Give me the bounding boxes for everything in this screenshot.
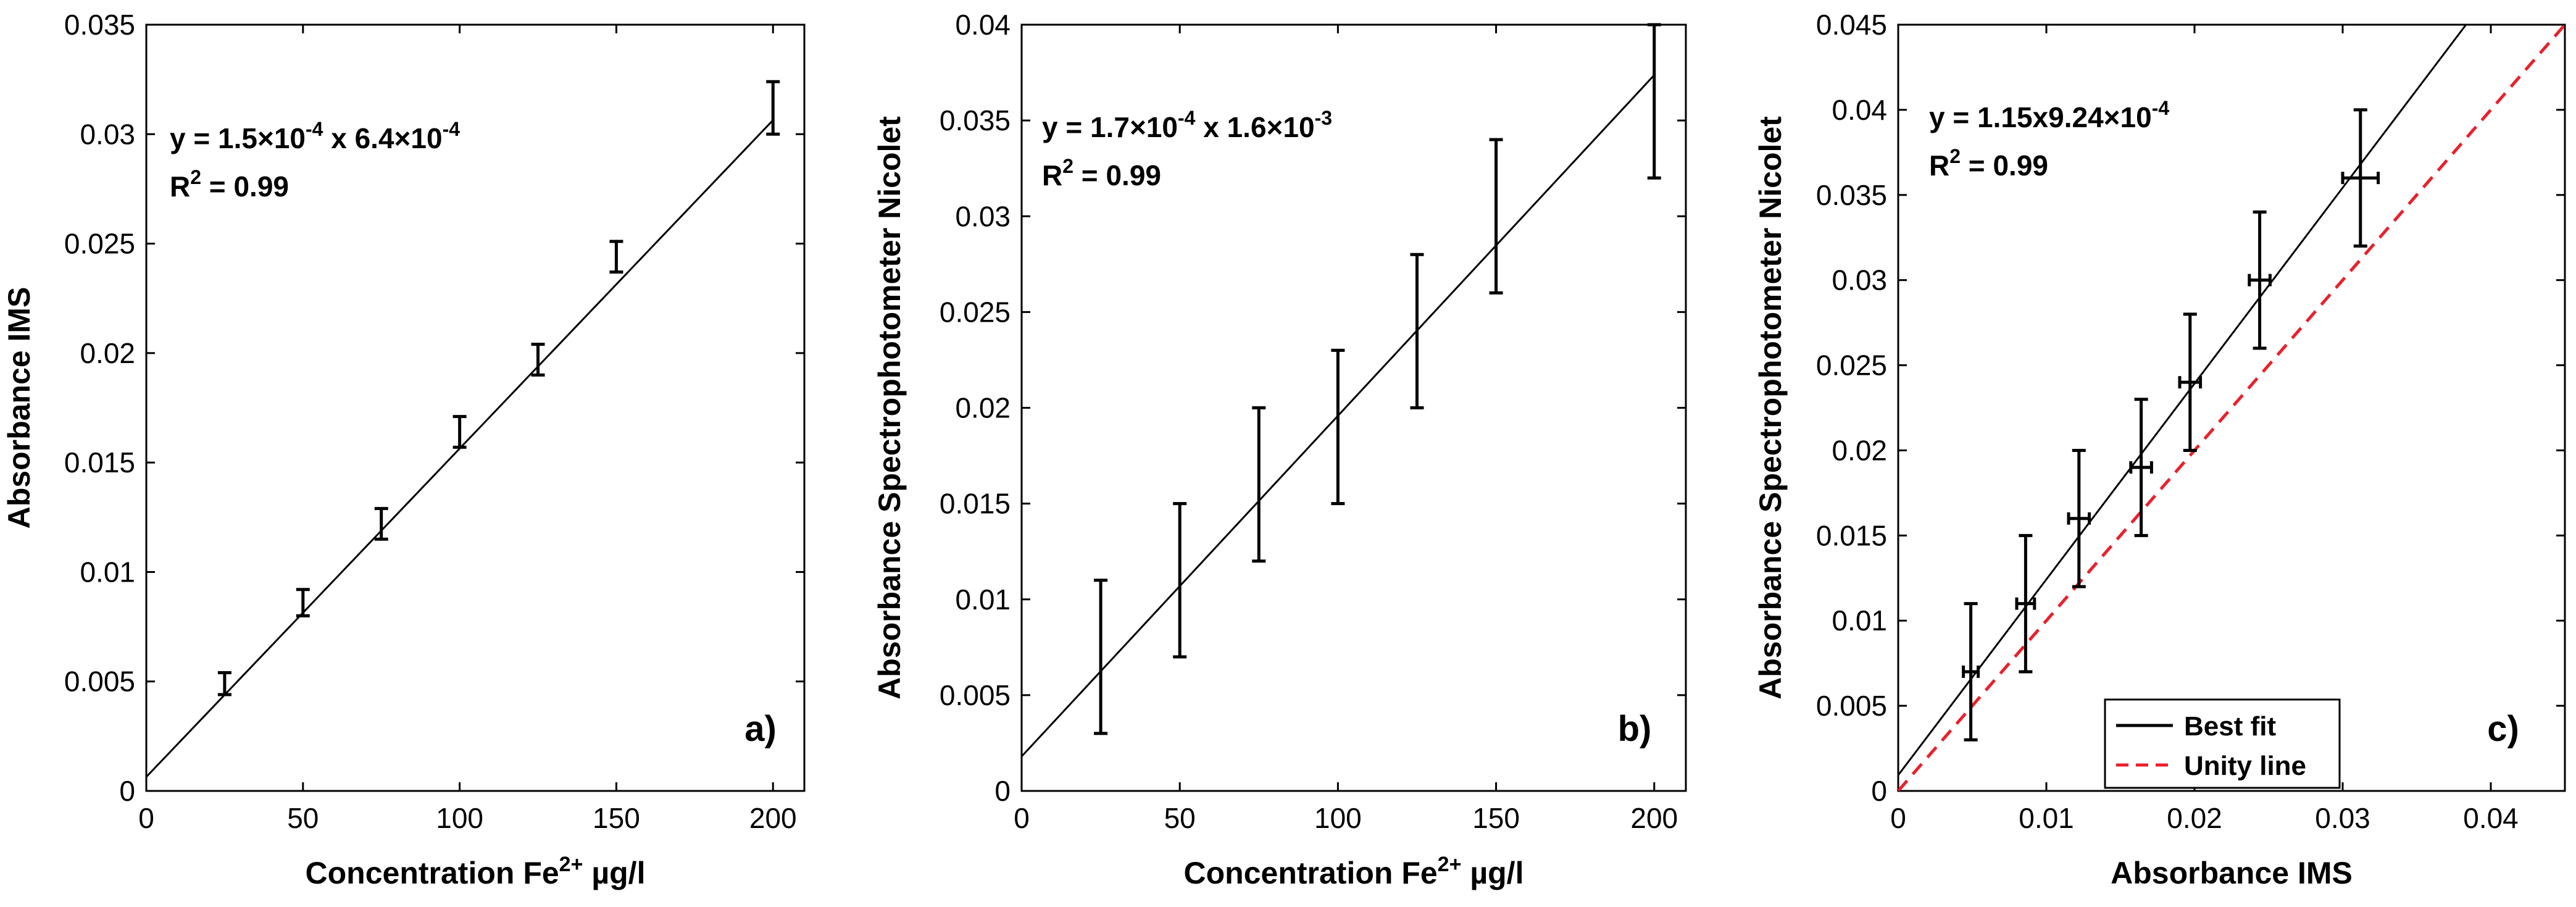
data-point-3 <box>2067 448 2091 588</box>
x-tick-label: 150 <box>593 802 640 834</box>
y-tick-label: 0.015 <box>1816 519 1887 551</box>
panel-label: b) <box>1618 709 1652 749</box>
panel-label: a) <box>744 709 777 749</box>
y-tick-label: 0.01 <box>1832 604 1887 637</box>
x-axis-label: Concentration Fe2+ µg/l <box>306 853 646 890</box>
y-tick-label: 0.025 <box>64 228 135 260</box>
data-point-6 <box>609 240 623 274</box>
x-tick-label: 0.04 <box>2463 802 2519 834</box>
data-point-7 <box>1647 23 1661 180</box>
equation-line2: R2 = 0.99 <box>170 166 289 203</box>
x-tick-label: 0 <box>138 802 154 834</box>
x-tick-label: 0 <box>1014 802 1030 834</box>
data-point-5 <box>2178 312 2203 452</box>
y-tick-label: 0.035 <box>64 9 135 41</box>
y-tick-label: 0.03 <box>955 200 1011 232</box>
y-tick-label: 0.02 <box>1832 434 1887 466</box>
y-tick-label: 0.035 <box>1816 179 1887 211</box>
x-tick-label: 0.02 <box>2167 802 2222 834</box>
y-tick-label: 0.04 <box>955 9 1011 41</box>
legend: Best fit Unity line <box>2104 698 2341 789</box>
data-point-5 <box>531 343 545 377</box>
panel-label: c) <box>2487 709 2519 749</box>
x-tick-label: 100 <box>436 802 483 834</box>
data-point-7 <box>766 80 780 136</box>
x-tick-label: 100 <box>1314 802 1362 834</box>
x-tick-label: 200 <box>749 802 797 834</box>
y-tick-label: 0.02 <box>955 392 1011 424</box>
data-point-4 <box>2129 398 2153 537</box>
data-point-2 <box>1173 502 1187 659</box>
legend-label: Best fit <box>2184 711 2276 742</box>
data-point-4 <box>452 415 467 449</box>
data-point-1 <box>217 671 231 696</box>
unity-line <box>1898 25 2565 791</box>
data-point-6 <box>1489 138 1503 295</box>
x-axis-label: Absorbance IMS <box>2111 856 2353 890</box>
equation-line2: R2 = 0.99 <box>1042 155 1161 191</box>
equation-line1: y = 1.5×10-4 x 6.4×10-4 <box>170 118 460 154</box>
x-tick-label: 0.03 <box>2315 802 2370 834</box>
equation-line1: y = 1.7×10-4 x 1.6×10-3 <box>1042 107 1332 143</box>
plot-area <box>1898 25 2565 791</box>
x-tick-label: 50 <box>287 802 319 834</box>
x-tick-label: 0 <box>1890 802 1906 834</box>
y-tick-label: 0.01 <box>955 583 1011 616</box>
y-tick-label: 0.035 <box>940 104 1011 136</box>
y-tick-label: 0.01 <box>80 556 135 588</box>
chart-panel-3: 0 0.01 0.02 0.03 0.04 0 0.005 0.01 0.015 0.02 0.02… <box>1753 9 2566 890</box>
legend-label: Unity line <box>2184 751 2306 781</box>
data-point-2 <box>2015 533 2036 674</box>
data-point-3 <box>374 507 388 541</box>
y-axis-label: Absorbance Spectrophotometer Nicolet <box>872 116 907 700</box>
plot-frame <box>145 23 806 792</box>
y-tick-label: 0.005 <box>64 666 135 698</box>
chart-panel-2: 0 50 100 150 200 0 0.005 0.01 0.015 0.02 0.025 0.03… <box>872 9 1687 890</box>
data-point-1 <box>1094 579 1108 735</box>
equation-line1: y = 1.15x9.24×10-4 <box>1929 97 2169 133</box>
y-tick-label: 0 <box>994 775 1011 807</box>
y-tick-label: 0.005 <box>940 679 1011 711</box>
y-tick-label: 0.03 <box>80 118 135 150</box>
data-point-7 <box>2341 108 2380 248</box>
data-point-6 <box>2248 210 2272 350</box>
y-tick-label: 0.04 <box>1832 94 1887 126</box>
x-tick-label: 0.01 <box>2019 802 2074 834</box>
equation-line2: R2 = 0.99 <box>1929 145 2048 182</box>
y-axis-label: Absorbance IMS <box>2 287 36 529</box>
y-tick-label: 0.025 <box>1816 349 1887 382</box>
data-point-3 <box>1252 406 1266 563</box>
data-point-1 <box>1962 602 1980 742</box>
plot-frame <box>1897 23 2566 792</box>
x-tick-label: 150 <box>1472 802 1520 834</box>
y-tick-label: 0 <box>119 775 135 807</box>
chart-panel-1: 0 50 100 150 200 0 0.005 0.01 0.015 0.02 0.025 0.03… <box>2 9 806 890</box>
y-tick-label: 0.02 <box>80 337 135 369</box>
data-point-4 <box>1331 348 1345 506</box>
y-tick-label: 0.025 <box>940 296 1011 328</box>
x-axis-label: Concentration Fe2+ µg/l <box>1184 853 1524 890</box>
y-tick-label: 0.015 <box>64 446 135 479</box>
data-point-2 <box>296 588 310 617</box>
fit-line <box>1898 25 2467 776</box>
y-axis-label: Absorbance Spectrophotometer Nicolet <box>1753 116 1788 700</box>
y-tick-label: 0.03 <box>1832 264 1887 296</box>
y-tick-label: 0.005 <box>1816 690 1887 722</box>
x-tick-label: 50 <box>1164 802 1196 834</box>
y-tick-label: 0 <box>1871 775 1887 807</box>
x-tick-label: 200 <box>1630 802 1678 834</box>
data-point-5 <box>1410 253 1424 409</box>
y-tick-label: 0.015 <box>940 488 1011 520</box>
y-tick-label: 0.045 <box>1816 9 1887 41</box>
legend-box <box>2104 698 2341 789</box>
